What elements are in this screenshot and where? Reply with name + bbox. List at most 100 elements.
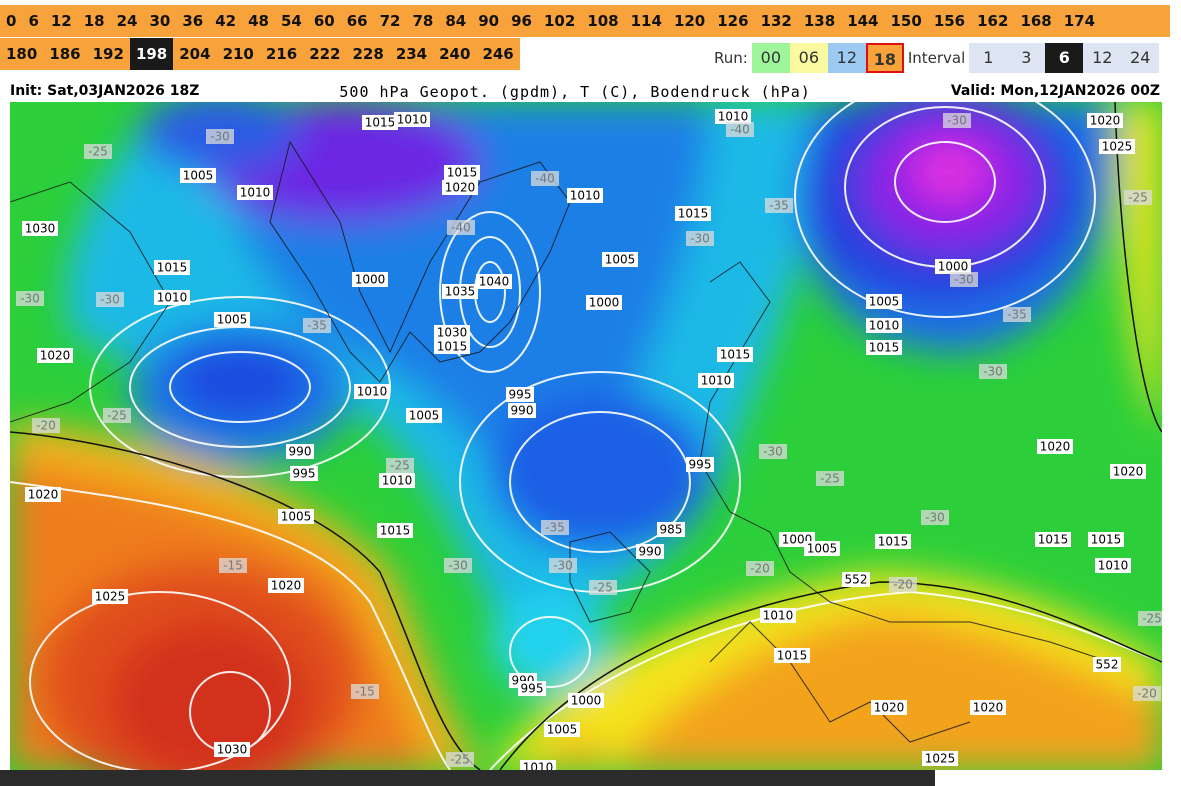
interval-button[interactable]: 12 xyxy=(1083,43,1122,73)
contour-label: 995 xyxy=(293,467,316,481)
label-box xyxy=(154,260,190,275)
contour-label: 1005 xyxy=(217,313,248,327)
hour-link[interactable]: 186 xyxy=(49,45,81,63)
label-box xyxy=(1124,190,1152,205)
hour-link[interactable]: 12 xyxy=(50,12,72,30)
interval-label: Interval xyxy=(907,49,966,67)
contour-label: 552 xyxy=(1096,658,1119,672)
hour-link[interactable]: 198 xyxy=(129,38,174,70)
hour-link[interactable]: 72 xyxy=(379,12,401,30)
label-box xyxy=(476,274,512,289)
label-box xyxy=(103,408,131,423)
hour-link[interactable]: 6 xyxy=(28,12,39,30)
run-button[interactable]: 00 xyxy=(751,43,790,73)
label-box xyxy=(37,348,73,363)
contour-label: -35 xyxy=(769,199,789,213)
hour-link[interactable]: 192 xyxy=(92,45,124,63)
contour-label: -30 xyxy=(947,114,967,128)
label-box xyxy=(154,290,190,305)
hour-link[interactable]: 150 xyxy=(890,12,922,30)
label-box xyxy=(1088,532,1124,547)
label-box xyxy=(1133,686,1161,701)
hour-link[interactable]: 132 xyxy=(760,12,792,30)
contour-label: 1015 xyxy=(869,341,900,355)
contour-label: -30 xyxy=(983,365,1003,379)
label-box xyxy=(866,340,902,355)
hour-link[interactable]: 84 xyxy=(445,12,467,30)
hour-link[interactable]: 90 xyxy=(478,12,500,30)
label-box xyxy=(180,168,216,183)
contour-label: -30 xyxy=(210,130,230,144)
run-button[interactable]: 06 xyxy=(789,43,828,73)
hour-link[interactable]: 54 xyxy=(281,12,302,30)
hour-link[interactable]: 204 xyxy=(179,45,211,63)
run-button[interactable]: 12 xyxy=(827,43,866,73)
contour-label: -25 xyxy=(820,472,840,486)
hour-link[interactable]: 30 xyxy=(149,12,171,30)
label-box xyxy=(25,487,61,502)
label-box xyxy=(871,700,907,715)
hour-link[interactable]: 114 xyxy=(630,12,662,30)
label-box xyxy=(636,544,664,559)
hour-link[interactable]: 162 xyxy=(977,12,1009,30)
interval-button[interactable]: 1 xyxy=(969,43,1008,73)
contour-label: -40 xyxy=(730,123,750,137)
label-box xyxy=(214,312,250,327)
label-box xyxy=(979,364,1007,379)
label-box xyxy=(303,318,331,333)
contour-label: 1005 xyxy=(547,723,578,737)
hour-link[interactable]: 222 xyxy=(309,45,341,63)
hour-link[interactable]: 216 xyxy=(265,45,298,63)
hour-link[interactable]: 228 xyxy=(352,45,384,63)
label-box xyxy=(875,534,911,549)
label-box xyxy=(774,648,810,663)
interval-button[interactable]: 6 xyxy=(1045,43,1084,73)
contour-label: -25 xyxy=(593,581,613,595)
contour-label: 552 xyxy=(845,573,868,587)
controls: Run: 00 06 12 18 Interval 1 3 6 12 24 xyxy=(710,43,1160,73)
hour-link[interactable]: 210 xyxy=(222,45,254,63)
label-box xyxy=(219,558,247,573)
hour-link[interactable]: 168 xyxy=(1020,12,1052,30)
contour-label: 1025 xyxy=(1102,140,1133,154)
interval-button[interactable]: 3 xyxy=(1007,43,1046,73)
hour-link[interactable]: 36 xyxy=(182,12,204,30)
label-box xyxy=(889,577,917,592)
label-box xyxy=(866,318,902,333)
label-box xyxy=(715,109,751,124)
contour-label: 1000 xyxy=(571,694,602,708)
contour-label: 995 xyxy=(521,682,544,696)
hour-link[interactable]: 96 xyxy=(511,12,532,30)
interval-button[interactable]: 24 xyxy=(1121,43,1160,73)
hour-link[interactable]: 180 xyxy=(6,45,38,63)
run-button[interactable]: 18 xyxy=(865,43,904,73)
contour-label: 1010 xyxy=(157,291,188,305)
hour-link[interactable]: 42 xyxy=(215,12,237,30)
contour-label: -30 xyxy=(553,559,573,573)
hour-link[interactable]: 138 xyxy=(803,12,836,30)
hour-link[interactable]: 18 xyxy=(83,12,105,30)
hour-link[interactable]: 0 xyxy=(6,12,17,30)
hour-link[interactable]: 24 xyxy=(116,12,138,30)
label-box xyxy=(508,403,536,418)
hour-link[interactable]: 102 xyxy=(544,12,576,30)
hour-link[interactable]: 240 xyxy=(439,45,471,63)
hour-link[interactable]: 234 xyxy=(395,45,428,63)
hour-link[interactable]: 126 xyxy=(717,12,749,30)
hour-link[interactable]: 144 xyxy=(847,12,879,30)
hour-link[interactable]: 246 xyxy=(482,45,514,63)
hour-link[interactable]: 48 xyxy=(248,12,269,30)
hour-link[interactable]: 108 xyxy=(587,12,619,30)
hour-link[interactable]: 78 xyxy=(412,12,434,30)
label-box xyxy=(377,523,413,538)
hour-link[interactable]: 60 xyxy=(313,12,335,30)
hour-link[interactable]: 156 xyxy=(933,12,966,30)
hour-link[interactable]: 66 xyxy=(346,12,368,30)
label-box xyxy=(541,520,569,535)
label-box xyxy=(950,272,978,287)
contour-label: 1010 xyxy=(701,374,732,388)
hour-link[interactable]: 120 xyxy=(673,12,706,30)
label-box xyxy=(866,294,902,309)
hour-link[interactable]: 174 xyxy=(1063,12,1096,30)
label-box xyxy=(760,608,796,623)
